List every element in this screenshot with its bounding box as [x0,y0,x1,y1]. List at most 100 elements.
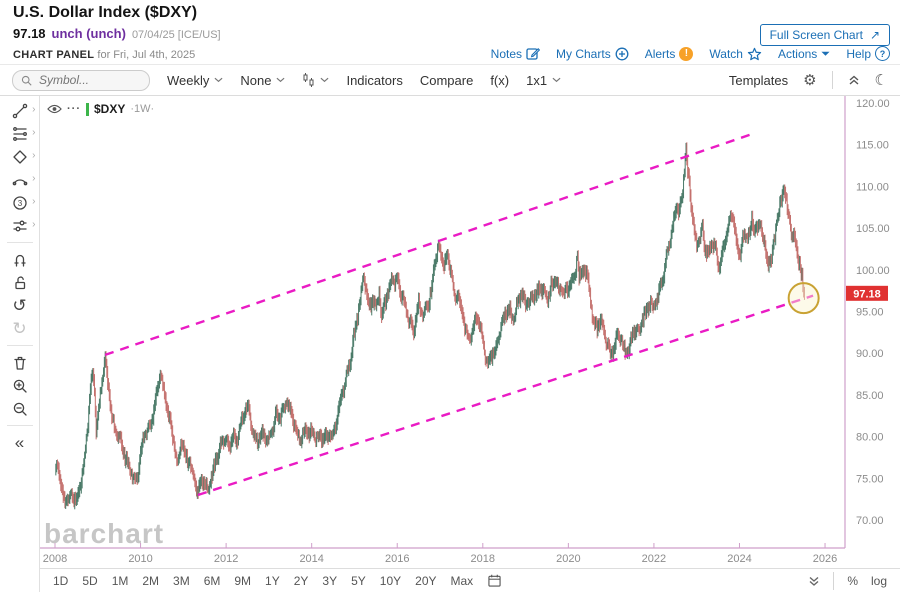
period-9m[interactable]: 9M [234,573,252,588]
circle-plus-icon [615,47,629,61]
trendline-icon[interactable]: › [0,99,40,122]
symbol-search-box[interactable] [12,69,150,91]
log-scale-toggle[interactable]: log [870,573,887,588]
link-my-charts[interactable]: My Charts [556,47,629,61]
collapse-toolbar-icon[interactable] [848,74,860,86]
x-axis-label: 2018 [471,553,495,565]
undo-icon[interactable]: ↺ [12,296,27,315]
submenu-arrow-icon: › [32,150,36,161]
alert-icon: ! [679,46,694,61]
x-axis-label: 2026 [813,553,837,565]
x-axis-label: 2024 [727,553,751,565]
period-20y[interactable]: 20Y [415,573,437,588]
series-menu-icon[interactable]: ··· [67,103,81,115]
overlay-dropdown[interactable]: None [240,73,285,88]
magnet-icon[interactable] [0,248,40,271]
period-max[interactable]: Max [450,573,474,588]
frequency-dropdown[interactable]: Weekly [167,73,223,88]
period-6m[interactable]: 6M [203,573,221,588]
last-price: 97.18 [13,26,46,41]
chevron-down-icon [552,77,561,83]
full-screen-chart-button[interactable]: Full Screen Chart ↗ [759,24,890,46]
layout-dropdown[interactable]: 1x1 [526,73,561,88]
drawing-settings-icon[interactable]: › [0,214,40,237]
y-axis-label: 70.00 [856,515,884,527]
search-icon [21,75,32,86]
sidebar-separator [6,242,33,243]
upper-channel-line[interactable] [104,133,751,357]
highlight-circle-annotation[interactable] [787,282,820,315]
y-axis-label: 80.00 [856,432,884,444]
y-axis-label: 115.00 [856,140,889,152]
submenu-arrow-icon: › [32,219,36,230]
chevron-down-icon [214,77,223,83]
submenu-arrow-icon: › [32,127,36,138]
link-watch[interactable]: Watch [709,47,762,61]
shapes-icon[interactable]: › [0,145,40,168]
zoom-in-icon[interactable] [0,374,40,397]
period-2m[interactable]: 2M [142,573,160,588]
sidebar-separator [6,425,33,426]
period-1d[interactable]: 1D [53,573,69,588]
arc-icon[interactable]: › [0,168,40,191]
submenu-arrow-icon: › [32,104,36,115]
redo-icon: ↻ [12,319,27,338]
star-icon [747,47,762,61]
bottombar-divider [833,571,835,590]
chart-type-dropdown[interactable] [302,73,329,87]
y-axis-label: 105.00 [856,223,890,235]
zoom-out-icon[interactable] [0,397,40,420]
indicators-button[interactable]: Indicators [346,72,403,88]
page-title: U.S. Dollar Index ($DXY) [13,4,198,21]
header-divider [0,64,900,65]
price-change: unch (unch) [51,26,126,41]
x-axis-label: 2008 [43,553,67,565]
link-alerts[interactable]: Alerts! [645,46,694,61]
svg-text:3: 3 [17,199,22,208]
compare-button[interactable]: Compare [419,72,474,88]
period-3y[interactable]: 3Y [322,573,338,588]
y-axis-label: 110.00 [856,181,889,193]
period-2y[interactable]: 2Y [293,573,309,588]
lower-channel-line[interactable] [197,294,814,497]
submenu-arrow-icon: › [32,196,36,207]
range-toolbar: 1D 5D 1M 2M 3M 6M 9M 1Y 2Y 3Y 5Y 10Y 20Y Max % log [40,568,900,592]
link-help[interactable]: Help? [846,46,890,61]
chart-panel-date: for Fri, Jul 4th, 2025 [97,49,196,61]
caret-down-icon [821,51,830,57]
collapse-sidebar-icon[interactable]: « [14,433,25,452]
x-axis-label: 2014 [299,553,323,565]
y-axis-label: 75.00 [856,473,884,485]
period-1y[interactable]: 1Y [265,573,280,588]
symbol-search-input[interactable] [37,72,127,88]
link-notes[interactable]: Notes [491,47,541,61]
dark-mode-moon-icon[interactable]: ☾ [874,71,888,89]
fx-button[interactable]: f(x) [490,72,510,88]
help-icon: ? [875,46,890,61]
period-3m[interactable]: 3M [173,573,190,588]
collapse-panel-icon[interactable] [808,575,820,587]
calendar-icon[interactable] [488,574,501,587]
last-price-badge-text: 97.18 [853,288,881,300]
chart-area[interactable]: barchart 2008 2010 2012 2014 2016 2018 2020 2022… [40,96,900,568]
percent-scale-toggle[interactable]: % [847,573,858,588]
chart-panel-row: CHART PANEL for Fri, Jul 4th, 2025 [13,49,195,61]
period-10y[interactable]: 10Y [379,573,402,588]
link-actions[interactable]: Actions [778,47,830,61]
period-1m[interactable]: 1M [111,573,129,588]
y-axis-label: 95.00 [856,307,884,319]
annotations-icon[interactable]: 3 › [0,191,40,214]
templates-button[interactable]: Templates [728,72,789,88]
series-color-bar [86,102,89,116]
legend-period: ·1W· [130,103,155,115]
unlock-icon[interactable] [0,271,40,294]
period-5y[interactable]: 5Y [351,573,366,588]
gear-icon[interactable]: ⚙ [803,71,817,89]
y-axis-label: 120.00 [856,98,890,110]
fibonacci-icon[interactable]: › [0,122,40,145]
delete-icon[interactable] [0,351,40,374]
period-5d[interactable]: 5D [82,573,98,588]
y-axis-label: 100.00 [856,265,890,277]
visibility-eye-icon[interactable] [47,104,62,114]
chevron-down-icon [320,77,329,83]
